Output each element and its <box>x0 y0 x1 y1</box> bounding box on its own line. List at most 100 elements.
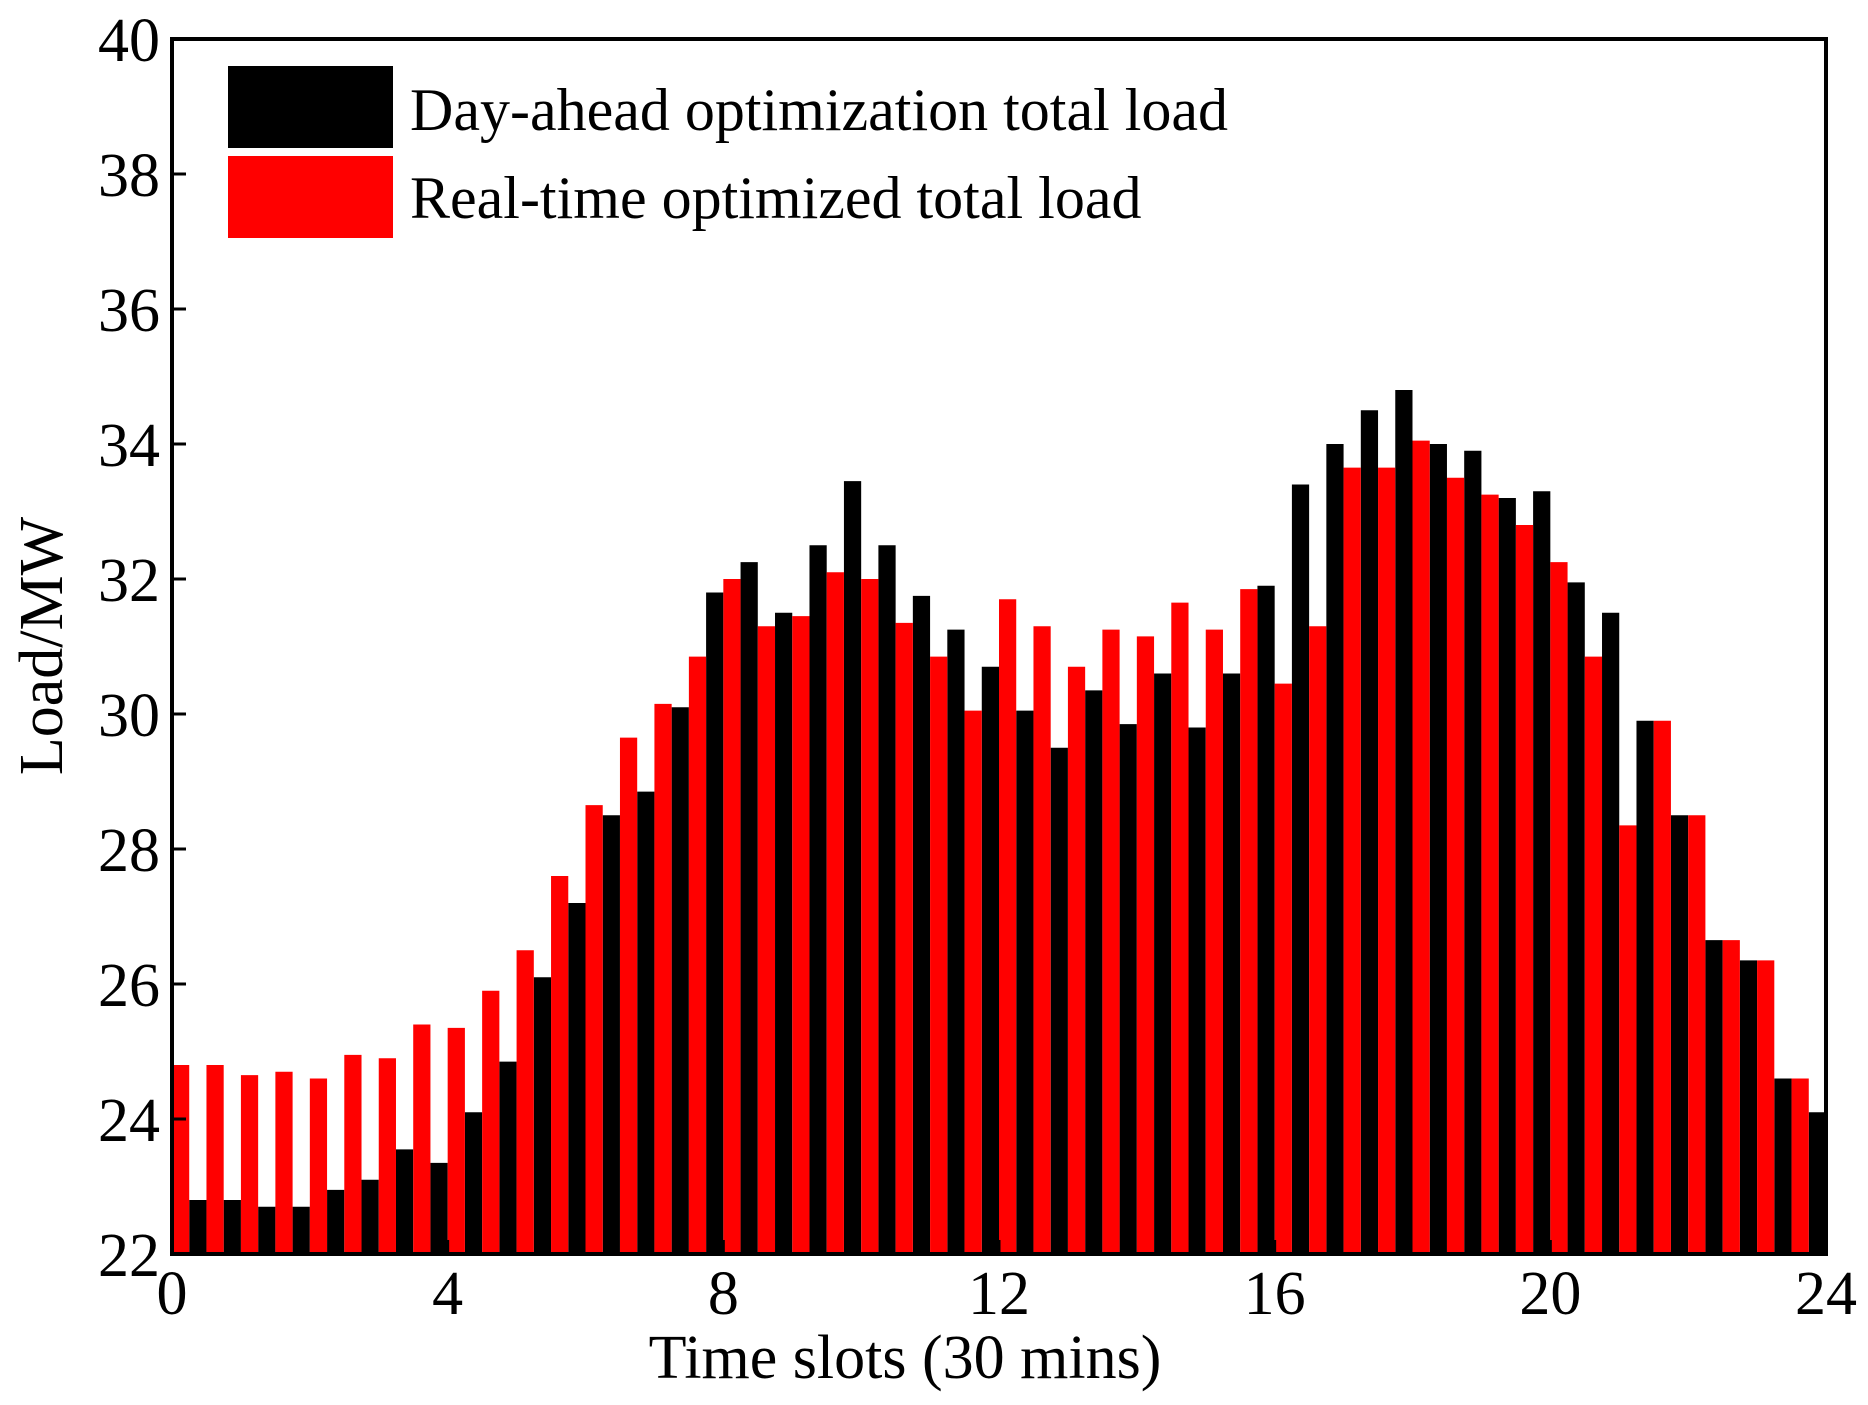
day-ahead-bar-3 <box>292 1206 310 1254</box>
day-ahead-bar-40 <box>1567 582 1585 1254</box>
day-ahead-bar-32 <box>1291 484 1310 1254</box>
day-ahead-bar-27 <box>1119 724 1137 1254</box>
day-ahead-bar-17 <box>775 612 793 1254</box>
real-time-bar-46 <box>1757 960 1775 1254</box>
real-time-bar-27 <box>1102 629 1120 1254</box>
real-time-bar-3 <box>275 1071 293 1254</box>
day-ahead-bar-39 <box>1533 491 1551 1254</box>
day-ahead-bar-41 <box>1602 612 1620 1254</box>
real-time-bar-35 <box>1378 467 1396 1254</box>
real-time-bar-40 <box>1550 562 1568 1255</box>
day-ahead-bar-19 <box>843 481 862 1254</box>
real-time-bar-23 <box>964 710 982 1255</box>
real-time-bar-4 <box>309 1078 328 1254</box>
real-time-bar-45 <box>1722 940 1740 1254</box>
ticks: 0 4 8 12 16 20 24 22 24 26 28 30 32 34 36 38 40 <box>98 7 1857 1328</box>
x-tick-label-5: 20 <box>1519 1260 1581 1328</box>
real-time-bar-12 <box>585 805 603 1254</box>
real-time-bar-29 <box>1171 602 1189 1254</box>
day-ahead-bar-2 <box>258 1206 276 1254</box>
day-ahead-bar-4 <box>327 1189 345 1255</box>
day-ahead-bar-0 <box>189 1200 207 1254</box>
day-ahead-bar-47 <box>1808 1112 1826 1254</box>
day-ahead-bar-22 <box>947 629 965 1254</box>
real-time-bar-19 <box>826 572 844 1254</box>
day-ahead-bar-12 <box>602 815 620 1254</box>
day-ahead-bar-18 <box>809 545 827 1254</box>
day-ahead-bar-29 <box>1188 727 1206 1254</box>
real-time-bar-13 <box>619 737 638 1254</box>
day-ahead-bar-5 <box>361 1179 379 1254</box>
y-tick-label-0: 22 <box>98 1222 160 1290</box>
x-axis-label: Time slots (30 mins) <box>649 1324 1162 1392</box>
day-ahead-bar-37 <box>1464 450 1482 1254</box>
real-time-bar-16 <box>723 579 741 1254</box>
day-ahead-bar-34 <box>1360 410 1379 1254</box>
y-tick-label-1: 24 <box>98 1087 160 1155</box>
day-ahead-bar-43 <box>1670 815 1689 1254</box>
day-ahead-bar-13 <box>637 791 655 1254</box>
real-time-bar-32 <box>1274 683 1292 1254</box>
day-ahead-bar-33 <box>1326 444 1344 1254</box>
legend-label-real-time: Real-time optimized total load <box>410 165 1141 231</box>
y-axis-label: Load/MW <box>8 516 76 775</box>
real-time-bar-47 <box>1791 1078 1809 1254</box>
day-ahead-bar-8 <box>464 1112 483 1254</box>
real-time-bar-11 <box>551 876 569 1254</box>
day-ahead-bar-30 <box>1222 673 1241 1254</box>
legend-label-day-ahead: Day-ahead optimization total load <box>410 77 1228 143</box>
day-ahead-bar-7 <box>430 1162 448 1255</box>
day-ahead-bar-42 <box>1636 720 1654 1254</box>
real-time-bar-21 <box>895 622 913 1255</box>
day-ahead-bar-16 <box>740 562 758 1255</box>
real-time-bar-28 <box>1136 636 1155 1255</box>
real-time-bar-18 <box>792 616 810 1254</box>
x-tick-label-0: 0 <box>157 1260 188 1328</box>
real-time-bar-14 <box>654 703 672 1254</box>
day-ahead-bar-38 <box>1498 498 1516 1254</box>
real-time-bar-37 <box>1446 477 1465 1254</box>
real-time-bar-24 <box>999 599 1017 1254</box>
real-time-bar-26 <box>1067 666 1086 1254</box>
day-ahead-bar-46 <box>1774 1078 1792 1254</box>
real-time-bar-8 <box>447 1027 465 1255</box>
day-ahead-bar-23 <box>981 666 999 1254</box>
real-time-bar-15 <box>688 656 707 1254</box>
day-ahead-bar-36 <box>1429 444 1447 1254</box>
real-time-bar-17 <box>757 626 776 1254</box>
y-tick-label-7: 36 <box>98 277 160 345</box>
real-time-bar-10 <box>516 950 534 1254</box>
legend: Day-ahead optimization total load Real-t… <box>228 66 1228 238</box>
real-time-bar-33 <box>1309 626 1327 1254</box>
day-ahead-bar-14 <box>671 707 689 1254</box>
real-time-bar-36 <box>1412 440 1430 1254</box>
real-time-bar-41 <box>1584 656 1603 1254</box>
real-time-bar-6 <box>378 1058 396 1254</box>
x-tick-label-3: 12 <box>968 1260 1030 1328</box>
real-time-bar-43 <box>1653 720 1671 1254</box>
day-ahead-bar-31 <box>1257 585 1275 1254</box>
legend-swatch-day-ahead <box>228 66 393 148</box>
real-time-bar-31 <box>1240 589 1258 1254</box>
real-time-bar-44 <box>1688 815 1706 1254</box>
y-tick-label-3: 28 <box>98 817 160 885</box>
day-ahead-bar-9 <box>499 1061 517 1255</box>
day-ahead-bar-44 <box>1705 940 1723 1254</box>
day-ahead-bar-35 <box>1395 390 1413 1254</box>
day-ahead-bar-15 <box>706 592 724 1254</box>
day-ahead-bar-21 <box>912 595 931 1255</box>
day-ahead-bar-26 <box>1085 690 1103 1254</box>
day-ahead-bar-11 <box>568 903 586 1254</box>
y-tick-label-2: 26 <box>98 952 160 1020</box>
real-time-bar-1 <box>206 1065 224 1254</box>
y-tick-label-6: 34 <box>98 412 160 480</box>
x-tick-label-1: 4 <box>432 1260 463 1328</box>
real-time-bar-0 <box>172 1065 190 1254</box>
bars <box>172 390 1826 1255</box>
real-time-bar-25 <box>1033 626 1051 1254</box>
x-tick-label-2: 8 <box>708 1260 739 1328</box>
real-time-bar-38 <box>1481 494 1499 1255</box>
day-ahead-bar-6 <box>395 1149 414 1255</box>
real-time-bar-20 <box>861 579 879 1254</box>
